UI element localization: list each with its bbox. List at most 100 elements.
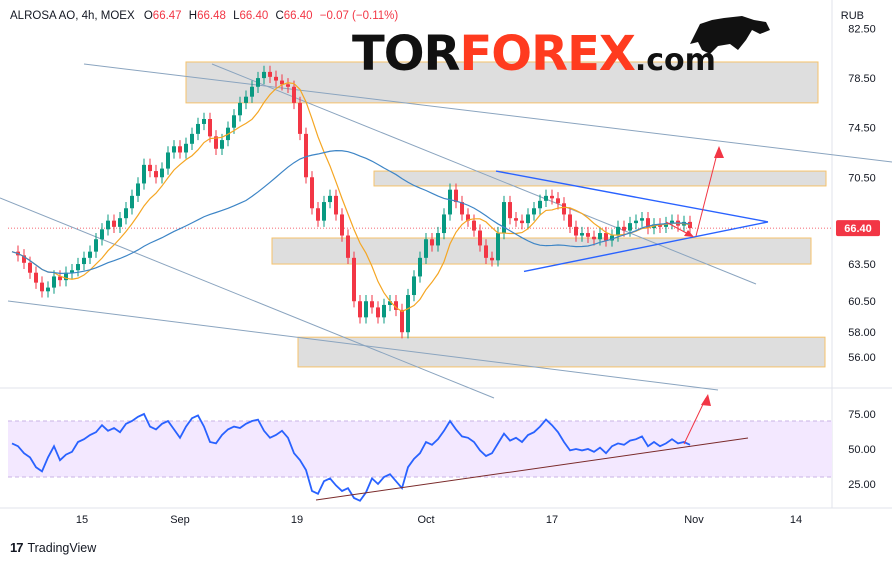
candle-body: [280, 80, 284, 85]
candle-body: [292, 86, 296, 103]
candle-body: [484, 245, 488, 258]
trend-line: [7, 300, 719, 391]
time-tick-label: 19: [291, 514, 303, 526]
candle-body: [352, 257, 356, 302]
candle-body: [370, 301, 374, 308]
candle-body: [640, 218, 644, 221]
triangle-upper-line: [495, 170, 769, 223]
candle-body: [496, 233, 500, 261]
candle-body: [532, 208, 536, 215]
candle-body: [172, 146, 176, 153]
candle-body: [238, 102, 242, 116]
logo-part-com: .com: [634, 43, 716, 78]
candle-body: [634, 220, 638, 224]
candle-body: [88, 251, 92, 258]
ma-slow-line: [11, 150, 691, 275]
candle-body: [622, 226, 626, 231]
candle-body: [94, 239, 98, 252]
candle-body: [418, 257, 422, 277]
close-value: 66.40: [283, 10, 313, 22]
candle-body: [340, 214, 344, 236]
candle-body: [550, 195, 554, 199]
candle-body: [526, 214, 530, 224]
candle-body: [70, 270, 74, 273]
price-tick-label: 74.50: [848, 123, 876, 135]
candle-body: [76, 264, 80, 271]
candle-body: [670, 220, 674, 224]
candle-body: [58, 276, 62, 281]
price-tick-label: 78.50: [848, 73, 876, 85]
candle-body: [250, 86, 254, 97]
tradingview-footer[interactable]: 17 TradingView: [10, 540, 96, 555]
price-tick-label: 70.50: [848, 172, 876, 184]
candle-body: [256, 78, 260, 87]
candle-body: [214, 136, 218, 149]
time-tick-label: Oct: [417, 514, 434, 526]
price-tick-label: 82.50: [848, 24, 876, 36]
price-tick-label: 60.50: [848, 296, 876, 308]
candle-body: [442, 214, 446, 234]
candle-body: [130, 195, 134, 209]
candle-body: [106, 220, 110, 230]
candle-body: [448, 189, 452, 215]
candle-body: [316, 208, 320, 221]
candle-body: [220, 140, 224, 149]
candle-body: [148, 164, 152, 172]
candle-body: [346, 235, 350, 258]
time-tick-label: 15: [76, 514, 88, 526]
candle-body: [406, 295, 410, 333]
candle-body: [22, 255, 26, 263]
trend-line: [211, 63, 757, 285]
candle-body: [586, 233, 590, 237]
trend-lines: [0, 63, 892, 399]
candle-body: [166, 152, 170, 169]
candle-body: [472, 220, 476, 231]
candle-body: [112, 220, 116, 227]
candle-body: [40, 282, 44, 292]
candle-body: [154, 171, 158, 178]
candle-body: [616, 226, 620, 236]
candle-body: [208, 119, 212, 137]
trend-line: [0, 197, 495, 399]
candle-body: [304, 133, 308, 178]
bull-silhouette: [690, 16, 770, 54]
candle-body: [394, 301, 398, 310]
rsi-up-arrow-head: [701, 394, 711, 406]
symbol-header: ALROSA AO, 4h, MOEX O66.47 H66.48 L66.40…: [10, 10, 402, 22]
candle-body: [478, 230, 482, 246]
candle-body: [460, 202, 464, 215]
candle-body: [100, 229, 104, 240]
candle-body: [598, 233, 602, 240]
low-label: L: [233, 10, 240, 22]
ma-fast-line: [11, 82, 691, 313]
last-price-label: 66.40: [844, 223, 872, 235]
candle-body: [502, 202, 506, 234]
candle-body: [628, 223, 632, 231]
candle-body: [202, 119, 206, 124]
candle-body: [490, 257, 494, 261]
candle-body: [52, 276, 56, 288]
candle-body: [544, 195, 548, 201]
candle-body: [82, 257, 86, 265]
candle-body: [454, 189, 458, 203]
candle-body: [142, 164, 146, 184]
candles: [16, 65, 692, 339]
tradingview-logo-icon: 17: [10, 540, 24, 555]
high-label: H: [188, 10, 198, 22]
candle-body: [412, 276, 416, 296]
rsi-line: [11, 412, 691, 502]
price-zone: [271, 237, 812, 265]
candle-body: [562, 203, 566, 215]
down-arrow-line: [665, 221, 691, 236]
axes: 82.50 78.50 74.50 70.50 63.50 60.50 58.00 56.00…: [76, 24, 880, 526]
rsi-trend-line: [315, 437, 749, 501]
candle-body: [430, 239, 434, 246]
candle-body: [466, 214, 470, 221]
rsi-band: [8, 421, 832, 477]
up-arrow-head: [714, 146, 724, 158]
price-tick-label: 56.00: [848, 352, 876, 364]
torforex-logo: TORFOREX.com: [352, 30, 716, 78]
candle-body: [538, 200, 542, 209]
candle-body: [310, 177, 314, 209]
